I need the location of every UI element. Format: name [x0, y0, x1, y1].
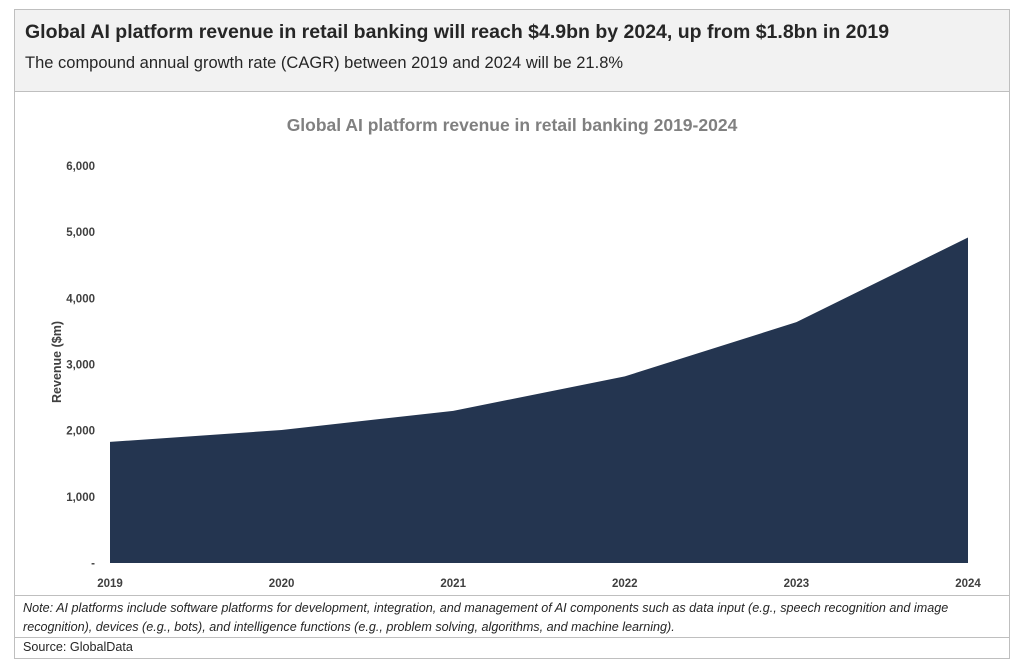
x-tick-label: 2022	[612, 578, 638, 590]
source: Source: GlobalData	[15, 637, 1009, 659]
y-tick-label: 6,000	[66, 161, 95, 173]
revenue-area	[110, 237, 968, 563]
y-tick-label: 3,000	[66, 360, 95, 372]
subheadline: The compound annual growth rate (CAGR) b…	[25, 54, 624, 72]
x-tick-label: 2024	[955, 578, 981, 590]
x-tick-label: 2020	[269, 578, 295, 590]
x-tick-label: 2021	[440, 578, 466, 590]
chart-title: Global AI platform revenue in retail ban…	[287, 115, 738, 135]
headline: Global AI platform revenue in retail ban…	[25, 21, 890, 43]
area-chart: Global AI platform revenue in retail ban…	[50, 115, 981, 590]
y-tick-label: 1,000	[66, 492, 95, 504]
y-tick-label: 2,000	[66, 426, 95, 438]
y-axis-ticks: - 1,000 2,000 3,000 4,000 5,000 6,000	[66, 161, 95, 570]
infographic-frame: Global AI platform revenue in retail ban…	[14, 9, 1010, 659]
plot-area	[110, 237, 968, 563]
y-tick-label: -	[91, 558, 95, 570]
header: Global AI platform revenue in retail ban…	[15, 10, 1009, 92]
y-tick-label: 4,000	[66, 293, 95, 305]
x-tick-label: 2023	[784, 578, 810, 590]
x-tick-label: 2019	[97, 578, 123, 590]
note: Note: AI platforms include software plat…	[15, 595, 1009, 637]
y-tick-label: 5,000	[66, 227, 95, 239]
x-axis-ticks: 2019 2020 2021 2022 2023 2024	[97, 578, 981, 590]
y-axis-title: Revenue ($m)	[50, 321, 64, 403]
